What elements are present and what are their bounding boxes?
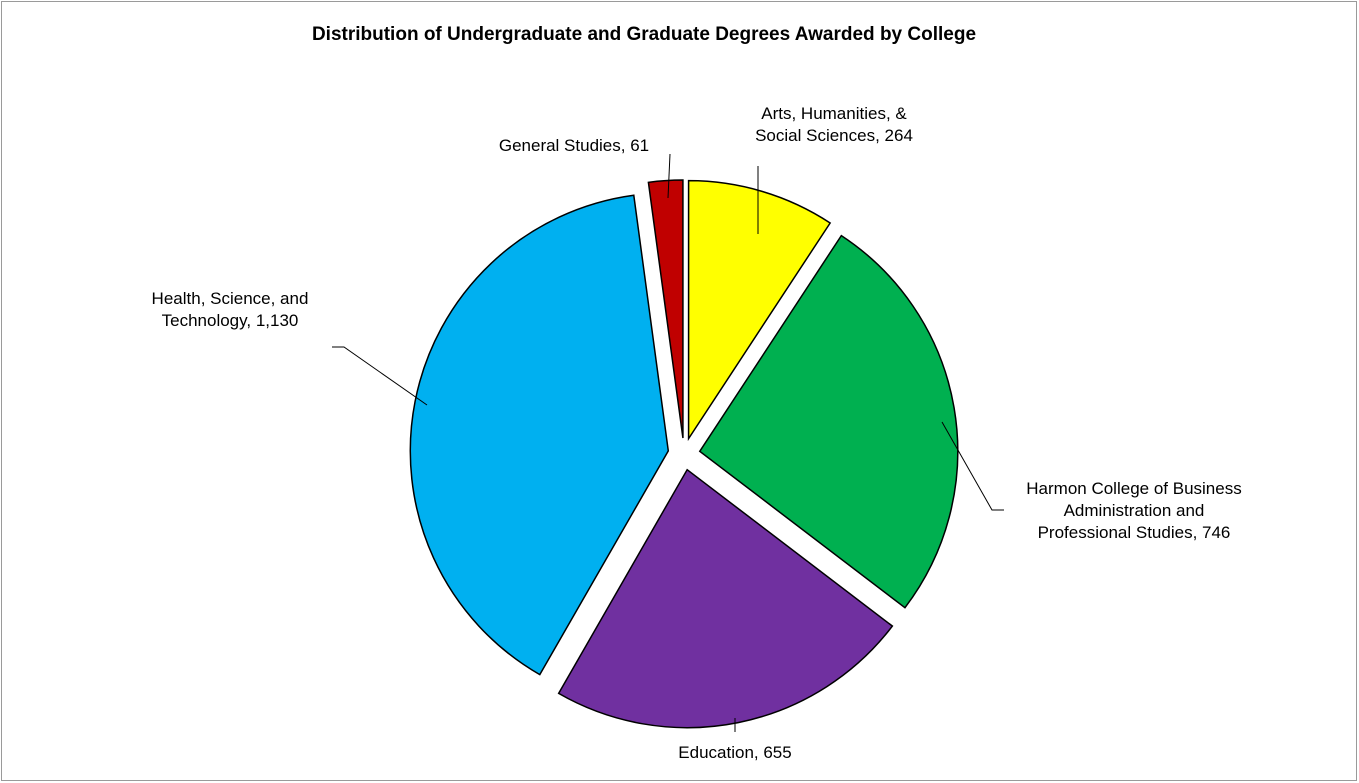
pie-slice-health-science-and-technology <box>409 194 670 676</box>
pie-slices <box>409 179 959 729</box>
data-label-line: Arts, Humanities, & <box>761 104 907 123</box>
pie-slice-arts-humanities-social-sciences <box>687 179 832 442</box>
leader-lines <box>332 153 1004 732</box>
leader-line <box>941 421 1004 511</box>
data-label-line: Administration and <box>1064 501 1205 520</box>
data-label: General Studies, 61 <box>499 136 649 155</box>
data-label: Arts, Humanities, & Social Sciences, 264 <box>755 104 913 145</box>
data-label-line: Harmon College of Business <box>1026 479 1241 498</box>
data-label: Harmon College of Business Administration… <box>1026 479 1241 542</box>
pie-slice-general-studies <box>647 179 684 439</box>
data-label-line: Technology, 1,130 <box>162 311 299 330</box>
data-label-line: Social Sciences, 264 <box>755 126 913 145</box>
leader-line <box>667 153 671 199</box>
data-labels: Arts, Humanities, & Social Sciences, 264 H… <box>152 104 1242 762</box>
data-label-line: General Studies, 61 <box>499 136 649 155</box>
data-label-line: Health, Science, and <box>152 289 309 308</box>
leader-line <box>332 346 428 406</box>
pie-slice-education <box>557 468 894 729</box>
data-label-line: Education, 655 <box>678 743 791 762</box>
pie-slice-harmon-college-of-business-administration-and-professional-studies <box>698 234 959 609</box>
chart-title: Distribution of Undergraduate and Gradua… <box>312 24 976 45</box>
data-label: Health, Science, and Technology, 1,130 <box>152 289 309 330</box>
data-label-line: Professional Studies, 746 <box>1038 523 1231 542</box>
data-label: Education, 655 <box>678 743 791 762</box>
